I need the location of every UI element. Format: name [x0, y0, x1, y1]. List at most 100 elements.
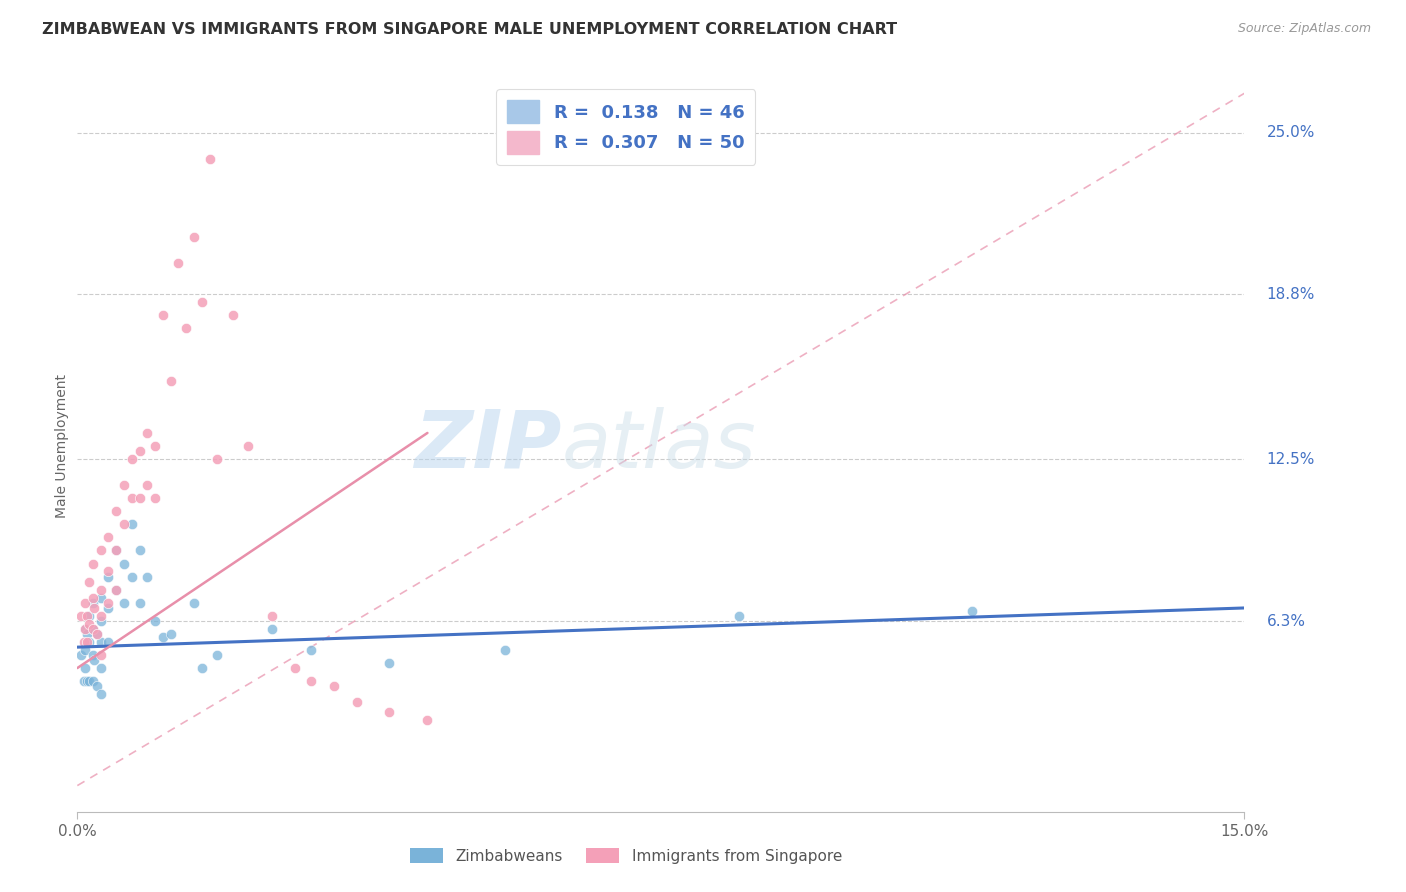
Point — [83, 653, 105, 667]
Point — [207, 648, 229, 662]
Point — [191, 295, 214, 310]
Point — [82, 596, 104, 610]
Point — [90, 591, 112, 605]
Point — [77, 635, 100, 649]
Point — [128, 444, 150, 458]
Point — [960, 603, 983, 617]
Point — [112, 596, 135, 610]
Point — [105, 543, 128, 558]
Point — [82, 591, 104, 605]
Text: 25.0%: 25.0% — [1267, 125, 1315, 140]
Point — [90, 687, 112, 701]
Point — [105, 504, 128, 518]
Point — [90, 608, 112, 623]
Point — [152, 630, 174, 644]
Point — [97, 569, 120, 583]
Point — [90, 661, 112, 675]
Point — [136, 425, 159, 440]
Point — [86, 627, 108, 641]
Point — [97, 635, 120, 649]
Point — [90, 543, 112, 558]
Point — [72, 674, 94, 689]
Point — [77, 674, 100, 689]
Point — [112, 478, 135, 492]
Text: 6.3%: 6.3% — [1267, 614, 1306, 629]
Point — [82, 674, 104, 689]
Point — [136, 569, 159, 583]
Text: ZIP: ZIP — [415, 407, 561, 485]
Point — [82, 557, 104, 571]
Point — [136, 478, 159, 492]
Point — [260, 622, 283, 636]
Point — [86, 679, 108, 693]
Point — [86, 627, 108, 641]
Point — [299, 674, 322, 689]
Point — [97, 530, 120, 544]
Point — [105, 582, 128, 597]
Point — [112, 557, 135, 571]
Point — [198, 152, 221, 166]
Point — [75, 642, 97, 657]
Point — [143, 614, 166, 628]
Point — [82, 622, 104, 636]
Point — [207, 452, 229, 467]
Legend: Zimbabweans, Immigrants from Singapore: Zimbabweans, Immigrants from Singapore — [404, 842, 848, 870]
Point — [75, 622, 97, 636]
Point — [76, 635, 98, 649]
Point — [70, 648, 93, 662]
Point — [75, 622, 97, 636]
Point — [222, 309, 245, 323]
Point — [167, 256, 190, 270]
Y-axis label: Male Unemployment: Male Unemployment — [55, 374, 69, 518]
Point — [112, 517, 135, 532]
Point — [159, 627, 181, 641]
Point — [143, 491, 166, 506]
Text: Source: ZipAtlas.com: Source: ZipAtlas.com — [1237, 22, 1371, 36]
Point — [260, 608, 283, 623]
Text: atlas: atlas — [561, 407, 756, 485]
Text: 18.8%: 18.8% — [1267, 287, 1315, 302]
Point — [416, 714, 439, 728]
Point — [152, 309, 174, 323]
Point — [121, 517, 143, 532]
Point — [90, 635, 112, 649]
Point — [76, 674, 98, 689]
Text: ZIMBABWEAN VS IMMIGRANTS FROM SINGAPORE MALE UNEMPLOYMENT CORRELATION CHART: ZIMBABWEAN VS IMMIGRANTS FROM SINGAPORE … — [42, 22, 897, 37]
Point — [494, 642, 516, 657]
Point — [284, 661, 307, 675]
Point — [128, 543, 150, 558]
Point — [143, 439, 166, 453]
Point — [76, 627, 98, 641]
Point — [183, 230, 205, 244]
Point — [377, 706, 399, 720]
Point — [77, 608, 100, 623]
Point — [105, 543, 128, 558]
Text: 12.5%: 12.5% — [1267, 451, 1315, 467]
Point — [97, 596, 120, 610]
Point — [128, 596, 150, 610]
Point — [82, 622, 104, 636]
Point — [105, 582, 128, 597]
Point — [323, 679, 346, 693]
Point — [727, 608, 749, 623]
Point — [82, 648, 104, 662]
Point — [121, 452, 143, 467]
Point — [191, 661, 214, 675]
Point — [299, 642, 322, 657]
Point — [77, 574, 100, 589]
Point — [377, 656, 399, 670]
Point — [174, 321, 197, 335]
Point — [97, 565, 120, 579]
Point — [128, 491, 150, 506]
Point — [77, 616, 100, 631]
Point — [121, 491, 143, 506]
Point — [97, 601, 120, 615]
Point — [90, 582, 112, 597]
Point — [75, 661, 97, 675]
Point — [346, 695, 368, 709]
Point — [72, 635, 94, 649]
Point — [121, 569, 143, 583]
Point — [159, 374, 181, 388]
Point — [70, 608, 93, 623]
Point — [90, 614, 112, 628]
